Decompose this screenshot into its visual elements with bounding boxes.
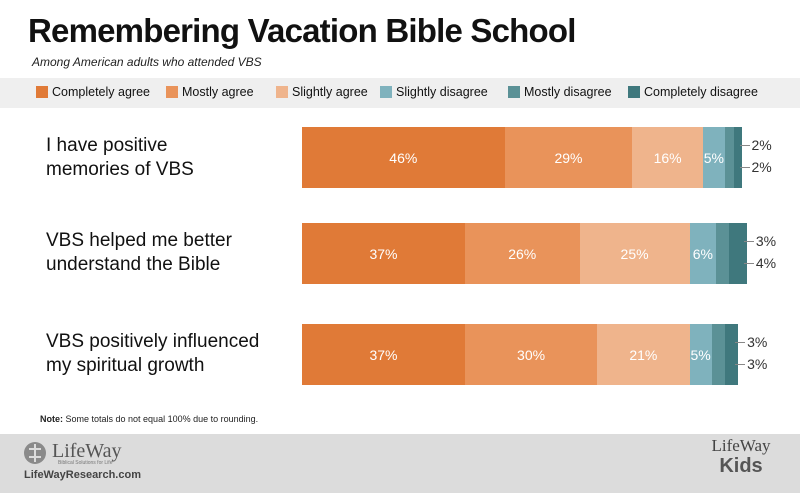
bar-value-label: 37% [369, 245, 398, 262]
bar-value-label: 26% [508, 245, 537, 262]
bar-segment: 5% [702, 127, 725, 188]
bar-value-label-outside: 3% [747, 356, 768, 372]
row-label: VBS positively influenced my spiritual gr… [46, 330, 296, 378]
legend-swatch [628, 86, 640, 98]
note-text: Some totals do not equal 100% due to rou… [63, 414, 259, 424]
footer-url-link[interactable]: LifeWayResearch.com [24, 469, 141, 481]
bar-value-label: 29% [554, 149, 583, 166]
bar-segment [716, 223, 730, 284]
stacked-bar: 37% 30% 21% 5% [302, 324, 739, 385]
row-label-line: I have positive [46, 135, 168, 156]
bar-value-label: 5% [690, 346, 711, 363]
legend-label: Mostly disagree [524, 85, 612, 99]
logo-tagline: Biblical Solutions for Life [58, 460, 113, 466]
legend-label: Slightly disagree [396, 85, 488, 99]
label-leader-line [735, 364, 746, 365]
bar-segment: 37% [302, 324, 465, 385]
logo-wordmark: LifeWay [52, 440, 122, 462]
bar-value-label: 5% [703, 149, 724, 166]
row-label: I have positive memories of VBS [46, 134, 296, 182]
legend-label: Completely agree [52, 85, 150, 99]
bar-value-label: 37% [369, 346, 398, 363]
bar-segment: 5% [689, 324, 712, 385]
bar-segment [724, 324, 739, 385]
note-label: Note: [40, 414, 63, 424]
legend-swatch [380, 86, 392, 98]
bar-value-label: 46% [389, 149, 418, 166]
label-leader-line [743, 263, 754, 264]
legend-label: Mostly agree [182, 85, 254, 99]
row-label: VBS helped me better understand the Bible [46, 229, 296, 277]
bar-segment: 37% [302, 223, 465, 284]
row-label-line: understand the Bible [46, 254, 221, 275]
bar-value-label: 21% [629, 346, 658, 363]
row-label-line: VBS positively influenced [46, 331, 260, 352]
chart-title: Remembering Vacation Bible School [28, 12, 576, 49]
stacked-bar: 46% 29% 16% 5% [302, 127, 743, 188]
legend-label: Slightly agree [292, 85, 368, 99]
bar-value-label: 25% [620, 245, 649, 262]
kids-logo-bottom: Kids [719, 455, 763, 477]
legend-label: Completely disagree [644, 85, 758, 99]
legend-swatch [166, 86, 178, 98]
bar-segment: 30% [464, 324, 598, 385]
bar-segment: 16% [632, 127, 703, 188]
bar-segment [733, 127, 743, 188]
bar-segment [711, 324, 725, 385]
bar-value-label-outside: 3% [755, 233, 777, 249]
bar-segment [729, 223, 747, 284]
kids-logo-top: LifeWay [711, 436, 771, 455]
bar-value-label: 6% [692, 245, 713, 262]
bar-segment: 29% [504, 127, 633, 188]
row-label-line: VBS helped me better [46, 230, 232, 251]
lifeway-kids-logo: LifeWay Kids [706, 437, 776, 487]
legend-swatch [36, 86, 48, 98]
bar-segment: 6% [689, 223, 717, 284]
bar-segment [724, 127, 734, 188]
lifeway-logo[interactable]: LifeWay Biblical Solutions for Life [22, 440, 142, 468]
legend-swatch [508, 86, 520, 98]
bar-segment: 21% [597, 324, 690, 385]
legend-swatch [276, 86, 288, 98]
bar-value-label-outside: 3% [747, 334, 768, 350]
row-label-line: memories of VBS [46, 159, 194, 180]
legend: Completely agree Mostly agree Slightly agr… [0, 78, 800, 108]
footer: LifeWay Biblical Solutions for Life Life… [0, 434, 800, 493]
footnote: Note: Some totals do not equal 100% due … [40, 414, 258, 424]
bar-value-label: 16% [653, 149, 682, 166]
bar-value-label-outside: 4% [755, 255, 777, 271]
label-leader-line [739, 167, 750, 168]
bar-segment: 25% [579, 223, 690, 284]
bar-segment: 26% [464, 223, 580, 284]
lifeway-logo-icon [24, 442, 46, 464]
label-leader-line [739, 145, 750, 146]
bar-segment: 46% [302, 127, 505, 188]
bar-value-label-outside: 2% [751, 159, 772, 175]
label-leader-line [743, 241, 754, 242]
chart-subtitle: Among American adults who attended VBS [32, 55, 262, 69]
stacked-bar: 37% 26% 25% 6% [302, 223, 747, 284]
bar-value-label: 30% [517, 346, 546, 363]
label-leader-line [735, 342, 746, 343]
row-label-line: my spiritual growth [46, 355, 205, 376]
bar-value-label-outside: 2% [751, 137, 772, 153]
